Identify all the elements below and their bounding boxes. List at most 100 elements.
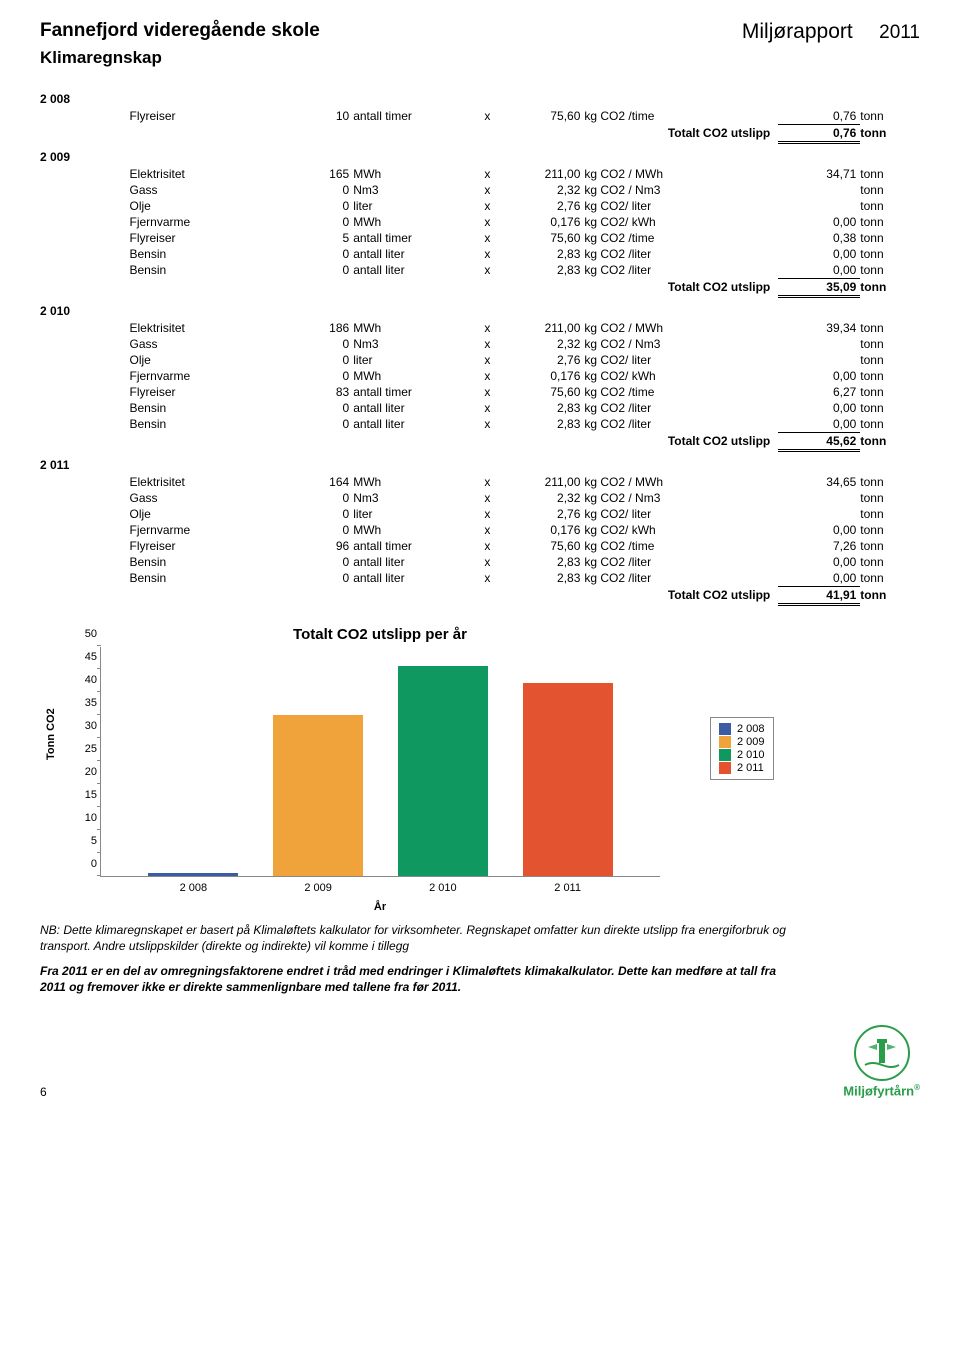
item-cell: Fjernvarme	[129, 214, 286, 230]
unit-cell: liter	[353, 352, 472, 368]
chart-xtick: 2 010	[398, 882, 488, 894]
factor-unit-cell: kg CO2 /liter	[584, 400, 778, 416]
factor-unit-cell: kg CO2 /liter	[584, 246, 778, 262]
factor-cell: 211,00	[502, 166, 584, 182]
factor-unit-cell: kg CO2 /liter	[584, 554, 778, 570]
factor-unit-cell: kg CO2 / Nm3	[584, 490, 778, 506]
result-cell: 0,00	[778, 554, 860, 570]
result-cell: 0,00	[778, 400, 860, 416]
x-cell: x	[473, 108, 503, 125]
chart-xlabel: År	[100, 901, 660, 913]
result-cell	[778, 182, 860, 198]
factor-unit-cell: kg CO2/ liter	[584, 352, 778, 368]
x-cell: x	[473, 538, 503, 554]
result-unit-cell: tonn	[860, 262, 920, 279]
table-row: Fjernvarme0MWhx0,176kg CO2/ kWh0,00tonn	[40, 368, 920, 384]
result-unit-cell: tonn	[860, 182, 920, 198]
unit-cell: antall liter	[353, 246, 472, 262]
table-row: Flyreiser96antall timerx75,60kg CO2 /tim…	[40, 538, 920, 554]
factor-cell: 75,60	[502, 108, 584, 125]
section-title: Klimaregnskap	[40, 48, 920, 68]
factor-cell: 2,83	[502, 554, 584, 570]
unit-cell: MWh	[353, 166, 472, 182]
chart-legend: 2 0082 0092 0102 011	[710, 717, 774, 780]
table-row: Bensin0antall literx2,83kg CO2 /liter0,0…	[40, 416, 920, 433]
result-unit-cell: tonn	[860, 490, 920, 506]
factor-unit-cell: kg CO2/ kWh	[584, 368, 778, 384]
report-header-right: Miljørapport 2011	[742, 20, 920, 44]
lighthouse-icon	[862, 1033, 902, 1073]
unit-cell: antall liter	[353, 570, 472, 587]
factor-unit-cell: kg CO2 / MWh	[584, 474, 778, 490]
item-cell: Bensin	[129, 246, 286, 262]
unit-cell: antall liter	[353, 262, 472, 279]
chart-bar	[398, 666, 488, 876]
x-cell: x	[473, 246, 503, 262]
result-cell: 34,65	[778, 474, 860, 490]
result-unit-cell: tonn	[860, 416, 920, 433]
result-cell	[778, 352, 860, 368]
table-row: Bensin0antall literx2,83kg CO2 /liter0,0…	[40, 570, 920, 587]
item-cell: Flyreiser	[129, 108, 286, 125]
table-row: Flyreiser83antall timerx75,60kg CO2 /tim…	[40, 384, 920, 400]
legend-swatch	[719, 736, 731, 748]
result-cell: 0,00	[778, 570, 860, 587]
result-unit-cell: tonn	[860, 246, 920, 262]
legend-item: 2 008	[719, 723, 765, 735]
result-unit-cell: tonn	[860, 368, 920, 384]
unit-cell: liter	[353, 506, 472, 522]
total-label: Totalt CO2 utslipp	[129, 587, 778, 605]
factor-cell: 2,32	[502, 490, 584, 506]
factor-unit-cell: kg CO2/ liter	[584, 198, 778, 214]
total-row: Totalt CO2 utslipp41,91tonn	[40, 587, 920, 605]
miljofyrtarn-logo: Miljøfyrtårn®	[843, 1025, 920, 1098]
page-number: 6	[40, 1085, 47, 1099]
item-cell: Flyreiser	[129, 384, 286, 400]
qty-cell: 0	[286, 214, 353, 230]
result-unit-cell: tonn	[860, 108, 920, 125]
qty-cell: 0	[286, 336, 353, 352]
qty-cell: 5	[286, 230, 353, 246]
report-title: Miljørapport	[742, 20, 853, 43]
legend-swatch	[719, 762, 731, 774]
total-unit: tonn	[860, 125, 920, 143]
unit-cell: antall liter	[353, 554, 472, 570]
co2-bar-chart: 2 0082 0092 0102 011 0510152025303540455…	[100, 647, 660, 877]
result-cell: 0,76	[778, 108, 860, 125]
result-cell: 0,38	[778, 230, 860, 246]
x-cell: x	[473, 262, 503, 279]
table-row: Elektrisitet165MWhx211,00kg CO2 / MWh34,…	[40, 166, 920, 182]
x-cell: x	[473, 182, 503, 198]
item-cell: Gass	[129, 490, 286, 506]
result-cell: 0,00	[778, 262, 860, 279]
x-cell: x	[473, 320, 503, 336]
emissions-table: Elektrisitet186MWhx211,00kg CO2 / MWh39,…	[40, 320, 920, 452]
total-value: 0,76	[778, 125, 860, 143]
x-cell: x	[473, 522, 503, 538]
unit-cell: liter	[353, 198, 472, 214]
table-row: Elektrisitet186MWhx211,00kg CO2 / MWh39,…	[40, 320, 920, 336]
x-cell: x	[473, 490, 503, 506]
x-cell: x	[473, 570, 503, 587]
year-label: 2 009	[40, 150, 920, 164]
item-cell: Flyreiser	[129, 230, 286, 246]
qty-cell: 0	[286, 570, 353, 587]
table-row: Bensin0antall literx2,83kg CO2 /liter0,0…	[40, 400, 920, 416]
total-value: 41,91	[778, 587, 860, 605]
factor-cell: 2,76	[502, 506, 584, 522]
unit-cell: MWh	[353, 320, 472, 336]
qty-cell: 10	[286, 108, 353, 125]
table-row: Bensin0antall literx2,83kg CO2 /liter0,0…	[40, 262, 920, 279]
item-cell: Elektrisitet	[129, 474, 286, 490]
qty-cell: 0	[286, 522, 353, 538]
total-value: 35,09	[778, 279, 860, 297]
item-cell: Fjernvarme	[129, 368, 286, 384]
item-cell: Elektrisitet	[129, 166, 286, 182]
footnote-1: NB: Dette klimaregnskapet er basert på K…	[40, 923, 800, 954]
item-cell: Bensin	[129, 262, 286, 279]
chart-ytick: 45	[69, 651, 97, 663]
qty-cell: 0	[286, 506, 353, 522]
x-cell: x	[473, 166, 503, 182]
factor-cell: 75,60	[502, 230, 584, 246]
qty-cell: 0	[286, 554, 353, 570]
